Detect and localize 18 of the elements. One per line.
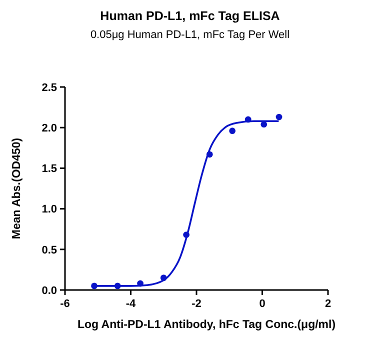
x-axis-title: Log Anti-PD-L1 Antibody, hFc Tag Conc.(μg/ml) xyxy=(77,319,336,331)
x-tick-label: -2 xyxy=(192,298,202,310)
x-tick-label: -6 xyxy=(60,298,70,310)
y-tick-label: 2.5 xyxy=(42,82,57,94)
point xyxy=(229,128,236,134)
x-tick-label: 0 xyxy=(259,298,266,310)
chart-title: Human PD-L1, mFc Tag ELISA xyxy=(100,9,280,23)
y-tick-label: 1.5 xyxy=(42,163,57,176)
point xyxy=(276,114,282,120)
x-tick-label: -4 xyxy=(126,298,137,310)
y-tick-label: 1.0 xyxy=(42,204,57,216)
x-tick-label: 2 xyxy=(324,298,332,310)
y-tick-label: 2.0 xyxy=(42,122,57,134)
y-tick-label: 0.5 xyxy=(42,244,57,256)
point xyxy=(260,121,268,128)
y-axis-title: Mean Abs.(OD450) xyxy=(11,138,23,240)
y-tick-label: 0.0 xyxy=(42,284,57,297)
chart-subtitle: 0.05μg Human PD-L1, mFc Tag Per Well xyxy=(90,29,290,41)
